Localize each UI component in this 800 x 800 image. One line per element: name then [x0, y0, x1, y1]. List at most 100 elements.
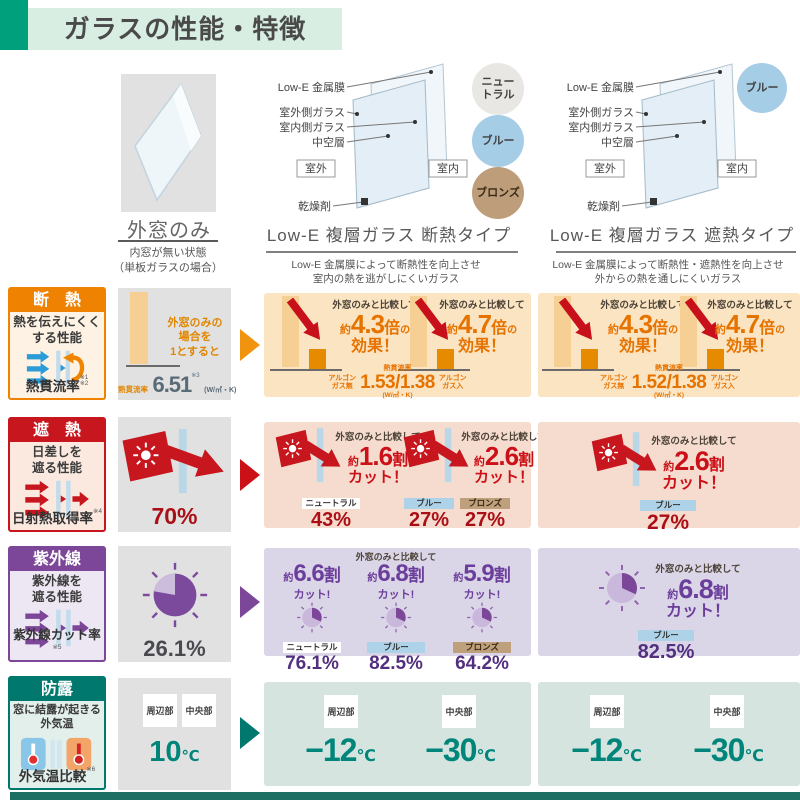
label-inner-glass: 室内側ガラス — [568, 120, 634, 134]
uv-header: 紫外線 — [10, 548, 104, 571]
temp-value: −30℃ — [693, 732, 764, 768]
shading-baseline-box: 70% — [118, 417, 231, 532]
cut-group: 外窓のみと比較して 約2.6割 カット！ — [651, 436, 737, 493]
area-tag-center: 中央部 — [442, 695, 476, 728]
shading-label-card: 遮 熱 日差しを 遮る性能 日射熱取得率※4 — [8, 417, 106, 532]
temp-value: −12℃ — [305, 732, 376, 768]
label-lowe-film: Low-E 金属膜 — [278, 80, 345, 94]
uv-cut-value: 76.1% — [285, 653, 339, 674]
glass-color-tag: ブルー — [367, 642, 425, 653]
label-desiccant: 乾燥剤 — [587, 199, 620, 213]
area-tag-center: 中央部 — [710, 695, 744, 728]
baseline-u-value: 熱貫流率 6.51※3 (W/㎡・K) — [118, 372, 237, 397]
uv-cut-value: 82.5% — [369, 653, 423, 674]
glass-color-tag: ニュートラル — [283, 642, 341, 653]
sun-pie-icon — [379, 600, 413, 635]
condensation-arrow-icon — [240, 717, 260, 749]
baseline-shgc-value: 70% — [151, 503, 198, 529]
color-swatch-blue: ブルー — [472, 115, 524, 167]
insulation-type-desc: Low-E 金属膜によって断熱性を向上させ 室内の熱を逃がしにくいガラス — [291, 259, 481, 286]
uv-panel-shanetsu: 外窓のみと比較して 約6.8割 カット！ ブルー 82.5% — [538, 548, 800, 662]
label-outer-glass: 室外側ガラス — [568, 105, 634, 119]
color-swatch-bronze: ブロンズ — [472, 167, 524, 219]
u-value-summary: 熱貫流率 アルゴン ガス無 1.52/1.38 アルゴン ガス入 (W/㎡・K) — [599, 365, 739, 399]
temp-value: −30℃ — [425, 732, 496, 768]
sun-pie-icon — [596, 561, 648, 615]
color-swatch-blue-shading: ブルー — [737, 63, 787, 113]
effect-group: 外窓のみと比較して 約4.3倍の 効果！ — [600, 300, 686, 356]
effect-group: 外窓のみと比較して 約4.7倍の 効果！ — [439, 300, 525, 356]
insulation-header: 断 熱 — [10, 289, 104, 312]
shading-type-divider — [556, 251, 796, 253]
page-title: ガラスの性能・特徴 — [63, 14, 307, 44]
leader-lines — [332, 71, 432, 207]
u-value-summary: 熱貫流率 アルゴン ガス無 1.53/1.38 アルゴン ガス入 (W/㎡・K) — [328, 365, 467, 399]
baseline-note: 外窓のみの 場合を 1とすると — [167, 317, 223, 358]
glass-color-tag: ブルー — [638, 630, 694, 641]
glass-color-tag: ブルー — [404, 498, 454, 509]
condensation-label-card: 防露 窓に結露が起きる 外気温 外気温比較※6 — [8, 676, 106, 790]
baseline-temp-value: 10℃ — [149, 736, 200, 768]
condensation-metric: 外気温比較※6 — [18, 766, 96, 784]
uv-cut-group: 外窓のみと比較して 約6.8割 カット！ — [655, 564, 741, 621]
glass-color-tag: ブロンズ — [453, 642, 511, 653]
area-tag-peripheral: 周辺部 — [324, 695, 358, 728]
shading-arrow-icon — [240, 459, 260, 491]
shading-type-desc: Low-E 金属膜によって断熱性・遮熱性を向上させ 外からの熱を通しにくいガラス — [552, 259, 784, 286]
label-outer-glass: 室外側ガラス — [279, 105, 345, 119]
uv-cut-value: 82.5% — [637, 641, 695, 663]
condensation-panel-shanetsu: 周辺部 −12℃ 中央部 −30℃ — [538, 682, 800, 786]
uv-panel-dannetsu: 約6.6割 カット! ニュートラル 76.1% 外窓のみと比較して 約6.8割 … — [264, 548, 531, 673]
lowe-insulation-diagram: Low-E 金属膜 室外側ガラス 室内側ガラス 中空層 乾燥剤 室外 室内 — [278, 63, 468, 213]
uv-cut-group: 外窓のみと比較して 約6.8割 カット! ブルー 82.5% — [355, 552, 437, 674]
uv-arrow-icon — [240, 586, 260, 618]
insulation-type-divider — [266, 251, 518, 253]
shgc-value: 27% — [408, 509, 450, 531]
insulation-panel-shanetsu: 外窓のみと比較して 約4.3倍の 効果！ 外窓のみと比較して 約4.7倍の 効果… — [538, 293, 800, 399]
shgc-value: 27% — [464, 509, 506, 531]
insulation-arrow-icon — [240, 329, 260, 361]
shading-header: 遮 熱 — [10, 419, 104, 442]
outer-only-box — [121, 74, 216, 212]
outer-only-divider — [118, 240, 218, 242]
glass-color-tag: ブロンズ — [460, 498, 510, 509]
insulation-label-card: 断 熱 熱を伝えにくく する性能 熱貫流率 ※1 ※2 — [8, 287, 106, 400]
label-inside: 室内 — [437, 161, 459, 175]
insulation-panel-dannetsu: 外窓のみと比較して 約4.3倍の 効果！ 外窓のみと比較して 約4.7倍の 効果… — [264, 293, 531, 399]
insulation-type-title: Low-E 複層ガラス 断熱タイプ — [266, 226, 512, 245]
area-tag-peripheral: 周辺部 — [143, 694, 177, 727]
outer-only-title: 外窓のみ — [127, 220, 211, 242]
condensation-desc: 窓に結露が起きる 外気温 — [13, 704, 101, 730]
uv-label-card: 紫外線 紫外線を 遮る性能 紫外線カット率※5 — [8, 546, 106, 662]
insulation-metric: 熱貫流率 ※1 ※2 — [25, 375, 89, 394]
temp-value: −12℃ — [571, 732, 642, 768]
label-inner-glass: 室内側ガラス — [279, 120, 345, 134]
sun-pie-icon — [465, 600, 499, 635]
shading-panel-shanetsu: 外窓のみと比較して 約2.6割 カット！ ブルー 27% — [538, 422, 800, 533]
footer-bar — [10, 792, 800, 800]
label-air-layer: 中空層 — [312, 135, 345, 149]
page-title-banner: ガラスの性能・特徴 — [28, 8, 342, 50]
svg-text:室外: 室外 — [594, 161, 616, 175]
shading-metric: 日射熱取得率※4 — [11, 508, 103, 526]
glass-color-tag: ブルー — [640, 500, 696, 511]
cut-group: 外窓のみと比較して 約1.6割 カット！ — [335, 432, 421, 487]
lowe-shading-diagram: Low-E 金属膜 室外側ガラス 室内側ガラス 中空層 乾燥剤 室外 室内 — [567, 63, 757, 213]
area-tag-center: 中央部 — [182, 694, 216, 727]
condensation-header: 防露 — [10, 678, 104, 701]
condensation-panel-dannetsu: 周辺部 −12℃ 中央部 −30℃ — [264, 682, 531, 786]
uv-cut-value: 64.2% — [455, 653, 509, 674]
sun-arrow-icon — [120, 429, 230, 499]
insulation-desc: 熱を伝えにくく する性能 — [13, 315, 101, 345]
sun-pie-icon — [138, 558, 212, 632]
label-air-layer: 中空層 — [601, 135, 634, 149]
effect-group: 外窓のみと比較して 約4.7倍の 効果！ — [707, 300, 793, 356]
outer-only-caption: 内窓が無い状態 （単板ガラスの場合） — [113, 247, 223, 274]
uv-baseline-box: 26.1% — [118, 546, 231, 662]
single-glass-pane-icon — [121, 74, 216, 211]
uv-cut-group: 約5.9割 カット! ブロンズ 64.2% — [440, 552, 524, 673]
sun-pie-icon — [295, 600, 329, 635]
shading-desc: 日差しを 遮る性能 — [31, 445, 82, 475]
uv-desc: 紫外線を 遮る性能 — [31, 574, 82, 604]
